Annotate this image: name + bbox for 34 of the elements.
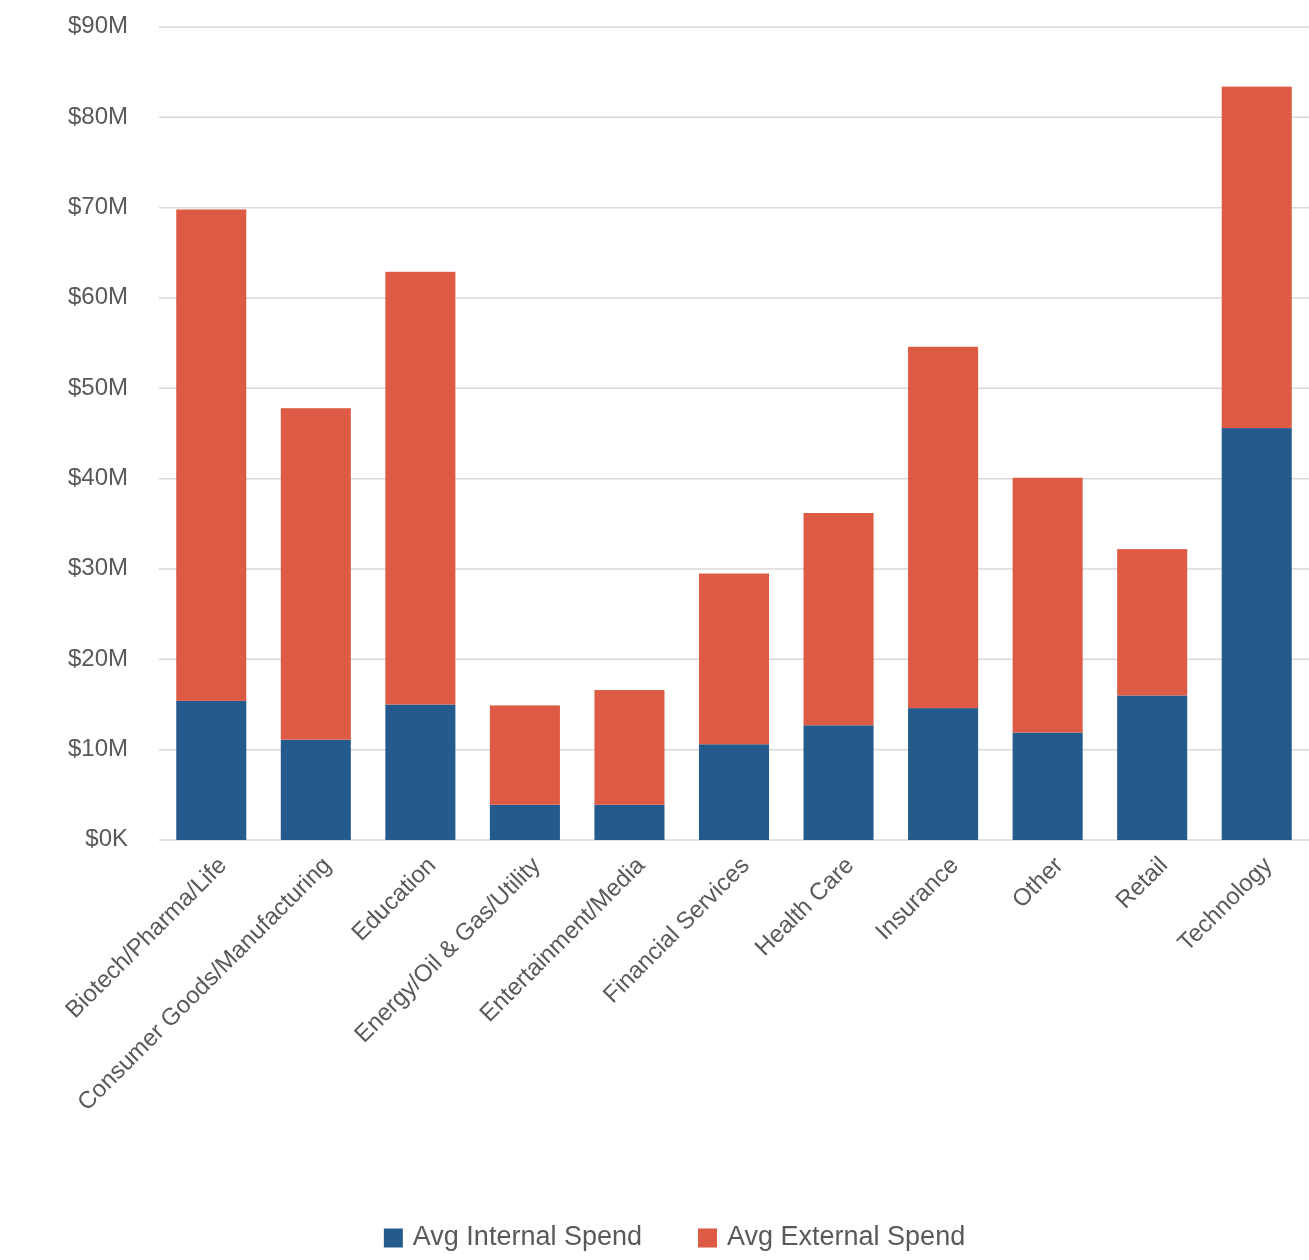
legend-label: Avg External Spend — [727, 1221, 966, 1252]
y-tick-label: $30M — [67, 553, 128, 581]
bar — [489, 705, 560, 805]
y-tick-label: $10M — [67, 734, 128, 762]
y-tick-label: $40M — [67, 463, 128, 491]
bar — [1012, 732, 1083, 840]
bar — [908, 708, 979, 840]
bar — [176, 209, 247, 701]
bar — [489, 804, 560, 840]
bar — [1221, 428, 1292, 840]
y-tick-label: $20M — [67, 643, 128, 671]
bar — [803, 512, 874, 726]
y-tick-label: $80M — [67, 101, 128, 129]
bar — [280, 739, 351, 840]
y-tick-label: $70M — [67, 192, 128, 220]
bar — [1117, 549, 1188, 696]
y-tick-label: $0K — [85, 824, 128, 852]
bar — [280, 408, 351, 740]
legend-label: Avg Internal Spend — [412, 1221, 643, 1252]
bar — [803, 725, 874, 840]
bar — [1012, 477, 1083, 733]
bar — [385, 704, 456, 840]
bar — [385, 271, 456, 705]
y-tick-label: $90M — [67, 11, 128, 39]
bar — [594, 804, 665, 840]
bar — [698, 744, 770, 840]
bar — [908, 346, 979, 709]
bar — [176, 700, 247, 840]
bar — [1117, 695, 1188, 840]
bar — [1221, 86, 1292, 429]
y-tick-label: $60M — [67, 282, 128, 310]
bar — [594, 690, 665, 805]
y-tick-label: $50M — [67, 372, 128, 400]
bar — [698, 573, 770, 745]
